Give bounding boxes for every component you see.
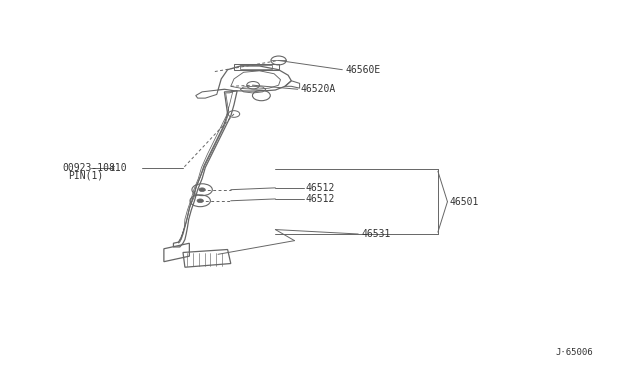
Text: 46501: 46501 bbox=[449, 197, 479, 207]
Text: J·65006: J·65006 bbox=[556, 348, 593, 357]
Text: 00923-10810: 00923-10810 bbox=[62, 163, 127, 173]
Circle shape bbox=[197, 199, 204, 203]
Text: PIN(1): PIN(1) bbox=[68, 171, 104, 181]
Text: 46512: 46512 bbox=[305, 194, 335, 204]
Text: 46512: 46512 bbox=[305, 183, 335, 193]
Text: 46520A: 46520A bbox=[301, 84, 336, 94]
Text: 46531: 46531 bbox=[362, 229, 391, 239]
Circle shape bbox=[199, 188, 205, 192]
Text: 46560E: 46560E bbox=[346, 65, 381, 75]
